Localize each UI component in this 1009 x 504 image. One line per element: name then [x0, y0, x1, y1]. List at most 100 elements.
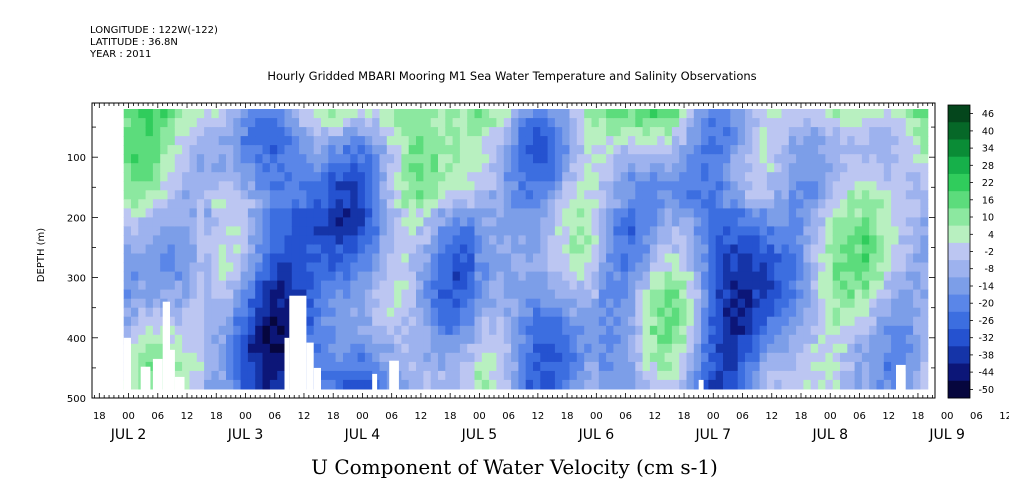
heatmap-cell	[576, 154, 585, 164]
heatmap-cell	[152, 127, 161, 137]
heatmap-cell	[423, 208, 432, 218]
heatmap-cell	[715, 226, 724, 236]
heatmap-cell	[416, 181, 424, 191]
heatmap-cell	[262, 109, 271, 119]
heatmap-cell	[533, 226, 541, 236]
heatmap-cell	[226, 307, 234, 318]
heatmap-cell	[869, 235, 878, 245]
heatmap-cell	[255, 118, 264, 128]
heatmap-cell	[211, 208, 220, 218]
heatmap-cell	[401, 370, 410, 381]
heatmap-cell	[693, 280, 702, 291]
heatmap-cell	[540, 208, 549, 218]
heatmap-cell	[379, 217, 388, 227]
heatmap-cell	[167, 172, 176, 182]
heatmap-cell	[628, 190, 636, 200]
heatmap-cell	[123, 226, 132, 236]
colorbar-swatch	[948, 225, 970, 244]
heatmap-cell	[247, 361, 256, 372]
heatmap-cell	[854, 136, 863, 146]
heatmap-cell	[211, 280, 220, 291]
heatmap-cell	[620, 316, 629, 327]
heatmap-cell	[715, 163, 724, 173]
heatmap-cell	[657, 334, 666, 345]
heatmap-cell	[730, 361, 739, 372]
heatmap-cell	[759, 325, 768, 336]
heatmap-cell	[489, 361, 497, 372]
heatmap-cell	[847, 307, 856, 318]
heatmap-cell	[708, 118, 717, 128]
heatmap-cell	[620, 343, 629, 354]
heatmap-cell	[481, 334, 490, 345]
heatmap-cell	[401, 154, 410, 164]
heatmap-cell	[840, 307, 848, 318]
heatmap-cell	[693, 127, 702, 137]
heatmap-cell	[657, 253, 666, 264]
heatmap-cell	[182, 181, 190, 191]
heatmap-cell	[649, 154, 658, 164]
heatmap-cell	[554, 244, 563, 255]
heatmap-cell	[262, 235, 271, 245]
heatmap-cell	[394, 298, 402, 309]
heatmap-cell	[701, 118, 709, 128]
heatmap-cell	[671, 262, 680, 273]
heatmap-cell	[474, 190, 483, 200]
heatmap-cell	[788, 226, 797, 236]
heatmap-cell	[247, 289, 256, 300]
heatmap-cell	[525, 154, 534, 164]
heatmap-cell	[730, 136, 739, 146]
heatmap-cell	[481, 361, 490, 372]
heatmap-cell	[474, 235, 483, 245]
heatmap-cell	[445, 271, 454, 282]
heatmap-cell	[810, 298, 819, 309]
heatmap-cell	[818, 352, 826, 363]
heatmap-cell	[832, 217, 841, 227]
heatmap-cell	[869, 316, 878, 327]
heatmap-cell	[496, 262, 505, 273]
heatmap-cell	[386, 127, 395, 137]
heatmap-cell	[723, 199, 731, 209]
heatmap-cell	[701, 235, 709, 245]
heatmap-cell	[832, 244, 841, 255]
heatmap-cell	[357, 271, 366, 282]
heatmap-cell	[649, 235, 658, 245]
heatmap-cell	[686, 109, 695, 119]
heatmap-cell	[613, 253, 622, 264]
heatmap-cell	[372, 361, 381, 372]
heatmap-cell	[883, 271, 892, 282]
heatmap-cell	[335, 370, 344, 381]
heatmap-cell	[247, 298, 256, 309]
heatmap-cell	[182, 343, 190, 354]
heatmap-cell	[321, 244, 329, 255]
heatmap-cell	[503, 235, 512, 245]
heatmap-cell	[620, 154, 629, 164]
heatmap-cell	[649, 163, 658, 173]
heatmap-cell	[905, 109, 914, 119]
heatmap-cell	[364, 208, 373, 218]
heatmap-cell	[671, 208, 680, 218]
heatmap-cell	[825, 307, 834, 318]
heatmap-cell	[708, 244, 717, 255]
heatmap-cell	[416, 379, 424, 390]
heatmap-cell	[701, 271, 709, 282]
heatmap-cell	[525, 253, 534, 264]
heatmap-cell	[533, 172, 541, 182]
year-label: YEAR : 2011	[90, 49, 152, 60]
heatmap-cell	[262, 307, 271, 318]
heatmap-cell	[562, 181, 571, 191]
heatmap-cell	[861, 253, 870, 264]
heatmap-cell	[679, 244, 688, 255]
heatmap-cell	[196, 217, 205, 227]
heatmap-cell	[584, 190, 593, 200]
x-tick-label: 12	[415, 411, 428, 422]
heatmap-cell	[920, 316, 929, 327]
heatmap-cell	[591, 181, 600, 191]
heatmap-cell	[357, 262, 366, 273]
heatmap-cell	[372, 163, 381, 173]
heatmap-cell	[196, 181, 205, 191]
heatmap-cell	[708, 271, 717, 282]
heatmap-cell	[861, 280, 870, 291]
heatmap-cell	[284, 217, 293, 227]
heatmap-cell	[174, 253, 183, 264]
heatmap-cell	[547, 145, 556, 155]
